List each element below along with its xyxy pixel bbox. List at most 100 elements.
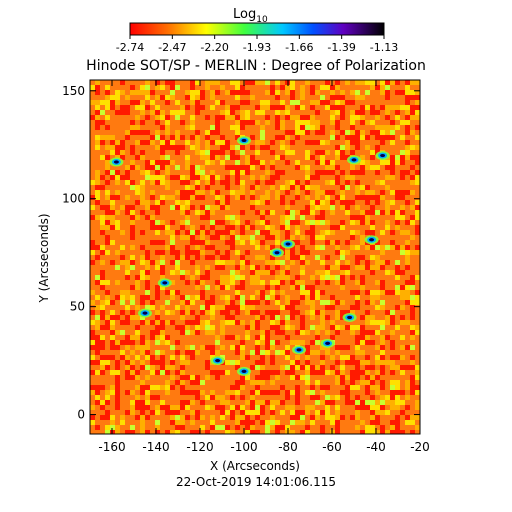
heatmap-cell bbox=[110, 145, 115, 150]
heatmap-cell bbox=[260, 105, 265, 110]
heatmap-cell bbox=[100, 335, 105, 340]
heatmap-cell bbox=[155, 360, 160, 365]
heatmap-cell bbox=[240, 260, 245, 265]
heatmap-cell bbox=[380, 130, 385, 135]
heatmap-cell bbox=[255, 140, 260, 145]
heatmap-cell bbox=[295, 255, 300, 260]
heatmap-cell bbox=[230, 125, 235, 130]
heatmap-cell bbox=[130, 255, 135, 260]
heatmap-cell bbox=[385, 200, 390, 205]
heatmap-cell bbox=[240, 235, 245, 240]
heatmap-cell bbox=[275, 120, 280, 125]
heatmap-cell bbox=[315, 370, 320, 375]
heatmap-cell bbox=[215, 80, 220, 85]
heatmap-cell bbox=[110, 345, 115, 350]
heatmap-cell bbox=[395, 420, 400, 425]
heatmap-cell bbox=[255, 385, 260, 390]
heatmap-cell bbox=[330, 230, 335, 235]
heatmap-cell bbox=[235, 220, 240, 225]
heatmap-cell bbox=[315, 235, 320, 240]
heatmap-cell bbox=[230, 405, 235, 410]
heatmap-cell bbox=[265, 195, 270, 200]
heatmap-cell bbox=[355, 305, 360, 310]
heatmap-cell bbox=[280, 140, 285, 145]
heatmap-cell bbox=[180, 195, 185, 200]
heatmap-cell bbox=[340, 225, 345, 230]
heatmap-cell bbox=[145, 375, 150, 380]
heatmap-cell bbox=[365, 185, 370, 190]
heatmap-cell bbox=[195, 390, 200, 395]
heatmap-cell bbox=[350, 110, 355, 115]
heatmap-cell bbox=[330, 130, 335, 135]
heatmap-cell bbox=[340, 185, 345, 190]
heatmap-cell bbox=[130, 370, 135, 375]
heatmap-cell bbox=[240, 285, 245, 290]
heatmap-cell bbox=[160, 330, 165, 335]
heatmap-cell bbox=[205, 210, 210, 215]
heatmap-cell bbox=[140, 270, 145, 275]
heatmap-cell bbox=[200, 415, 205, 420]
heatmap-cell bbox=[370, 205, 375, 210]
heatmap-cell bbox=[130, 375, 135, 380]
heatmap-cell bbox=[335, 275, 340, 280]
heatmap-cell bbox=[160, 270, 165, 275]
heatmap-cell bbox=[230, 385, 235, 390]
heatmap-cell bbox=[215, 90, 220, 95]
heatmap-cell bbox=[340, 155, 345, 160]
heatmap-cell bbox=[135, 415, 140, 420]
heatmap-cell bbox=[210, 225, 215, 230]
heatmap-cell bbox=[290, 300, 295, 305]
heatmap-cell bbox=[335, 425, 340, 430]
heatmap-cell bbox=[380, 355, 385, 360]
heatmap-cell bbox=[195, 185, 200, 190]
heatmap-cell bbox=[245, 425, 250, 430]
heatmap-cell bbox=[165, 335, 170, 340]
heatmap-cell bbox=[375, 295, 380, 300]
heatmap-cell bbox=[315, 340, 320, 345]
heatmap-cell bbox=[345, 200, 350, 205]
heatmap-cell bbox=[165, 160, 170, 165]
heatmap-cell bbox=[220, 280, 225, 285]
heatmap-cell bbox=[115, 400, 120, 405]
heatmap-cell bbox=[90, 290, 95, 295]
heatmap-cell bbox=[245, 155, 250, 160]
heatmap-cell bbox=[345, 205, 350, 210]
heatmap-cell bbox=[125, 275, 130, 280]
heatmap-cell bbox=[90, 420, 95, 425]
heatmap-cell bbox=[105, 155, 110, 160]
colorbar-tick-label: -1.93 bbox=[243, 41, 271, 54]
heatmap-cell bbox=[175, 115, 180, 120]
heatmap-cell bbox=[400, 335, 405, 340]
heatmap-cell bbox=[145, 340, 150, 345]
heatmap-cell bbox=[100, 365, 105, 370]
heatmap-cell bbox=[285, 145, 290, 150]
heatmap-cell bbox=[270, 260, 275, 265]
heatmap-cell bbox=[180, 110, 185, 115]
heatmap-cell bbox=[380, 380, 385, 385]
heatmap-cell bbox=[320, 345, 325, 350]
heatmap-cell bbox=[335, 195, 340, 200]
heatmap-cell bbox=[170, 280, 175, 285]
heatmap-cell bbox=[175, 175, 180, 180]
heatmap-cell bbox=[235, 165, 240, 170]
heatmap-cell bbox=[215, 250, 220, 255]
heatmap-cell bbox=[415, 275, 420, 280]
heatmap-cell bbox=[200, 325, 205, 330]
heatmap-cell bbox=[185, 405, 190, 410]
heatmap-cell bbox=[345, 135, 350, 140]
heatmap-cell bbox=[375, 135, 380, 140]
heatmap-cell bbox=[340, 370, 345, 375]
heatmap-cell bbox=[200, 290, 205, 295]
heatmap-cell bbox=[290, 375, 295, 380]
heatmap-cell bbox=[185, 300, 190, 305]
heatmap-cell bbox=[390, 140, 395, 145]
heatmap-cell bbox=[115, 170, 120, 175]
heatmap-cell bbox=[345, 345, 350, 350]
heatmap-cell bbox=[180, 415, 185, 420]
heatmap-cell bbox=[360, 160, 365, 165]
heatmap-cell bbox=[210, 345, 215, 350]
heatmap-cell bbox=[295, 100, 300, 105]
heatmap-cell bbox=[405, 95, 410, 100]
heatmap-cell bbox=[335, 405, 340, 410]
